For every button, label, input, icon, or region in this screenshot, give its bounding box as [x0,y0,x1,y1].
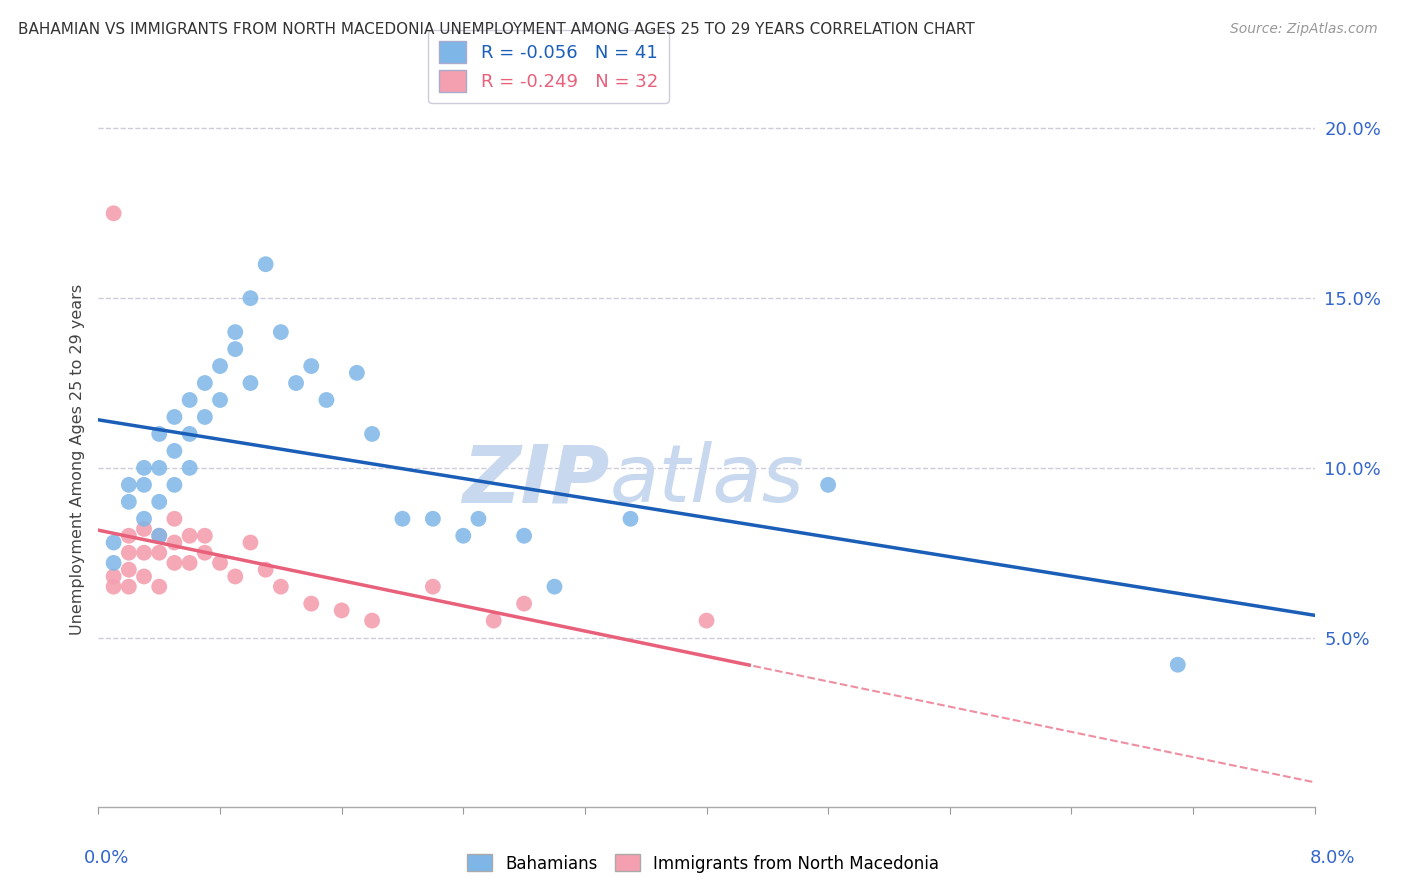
Point [422,512,444,526]
Point [543,580,565,594]
Point [132,512,155,526]
Point [118,478,141,492]
Point [179,461,201,475]
Point [118,546,141,560]
Point [163,409,186,424]
Point [132,461,155,475]
Point [209,359,232,373]
Point [619,512,641,526]
Point [361,426,384,441]
Point [163,556,186,570]
Point [299,597,322,611]
Point [148,580,170,594]
Point [163,443,186,458]
Point [179,426,201,441]
Text: ZIP: ZIP [461,442,609,519]
Legend: R = -0.056   N = 41, R = -0.249   N = 32: R = -0.056 N = 41, R = -0.249 N = 32 [429,30,669,103]
Point [118,563,141,577]
Point [224,569,246,583]
Point [239,535,262,549]
Point [132,478,155,492]
Text: 8.0%: 8.0% [1310,849,1355,867]
Point [118,580,141,594]
Point [422,580,444,594]
Point [453,529,475,543]
Point [148,495,170,509]
Point [148,546,170,560]
Point [270,580,292,594]
Point [361,614,384,628]
Point [148,529,170,543]
Point [148,426,170,441]
Point [254,257,277,271]
Point [209,392,232,407]
Point [103,556,125,570]
Point [467,512,489,526]
Legend: Bahamians, Immigrants from North Macedonia: Bahamians, Immigrants from North Macedon… [461,847,945,880]
Point [148,529,170,543]
Point [163,535,186,549]
Point [179,529,201,543]
Text: atlas: atlas [609,442,804,519]
Text: BAHAMIAN VS IMMIGRANTS FROM NORTH MACEDONIA UNEMPLOYMENT AMONG AGES 25 TO 29 YEA: BAHAMIAN VS IMMIGRANTS FROM NORTH MACEDO… [18,22,974,37]
Point [209,556,232,570]
Point [148,461,170,475]
Point [132,522,155,536]
Point [513,597,536,611]
Point [163,478,186,492]
Point [482,614,505,628]
Point [239,291,262,305]
Point [103,206,125,220]
Point [391,512,413,526]
Point [315,392,337,407]
Point [224,325,246,339]
Y-axis label: Unemployment Among Ages 25 to 29 years: Unemployment Among Ages 25 to 29 years [69,284,84,635]
Point [103,569,125,583]
Point [103,535,125,549]
Point [194,546,217,560]
Point [118,495,141,509]
Point [194,409,217,424]
Point [132,546,155,560]
Point [254,563,277,577]
Point [239,376,262,390]
Point [179,556,201,570]
Point [224,342,246,356]
Point [513,529,536,543]
Point [163,512,186,526]
Point [194,529,217,543]
Point [270,325,292,339]
Point [179,392,201,407]
Point [194,376,217,390]
Point [696,614,718,628]
Point [132,569,155,583]
Point [103,580,125,594]
Point [346,366,368,380]
Point [299,359,322,373]
Point [285,376,308,390]
Point [330,603,353,617]
Point [118,529,141,543]
Point [1167,657,1189,672]
Text: 0.0%: 0.0% [84,849,129,867]
Point [817,478,839,492]
Text: Source: ZipAtlas.com: Source: ZipAtlas.com [1230,22,1378,37]
